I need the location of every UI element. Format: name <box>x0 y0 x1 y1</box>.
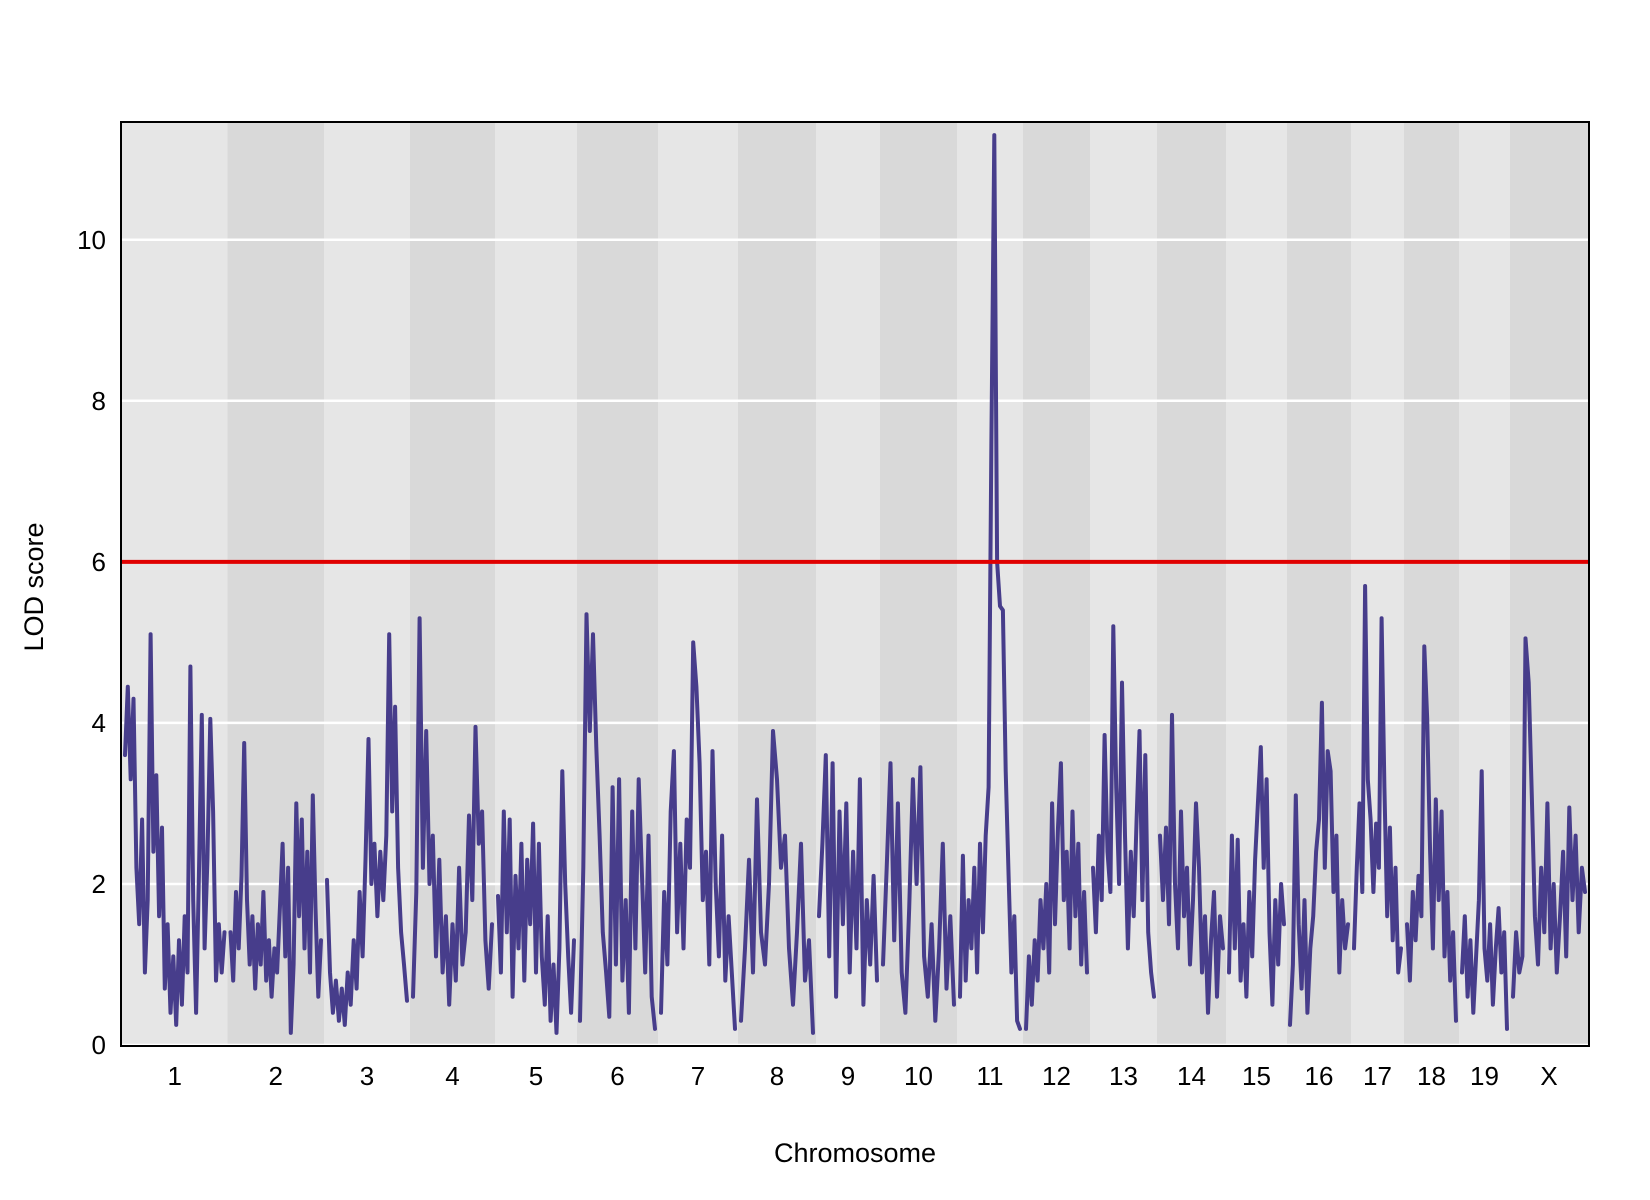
y-tick-label-4: 4 <box>91 707 106 738</box>
x-tick-label-chr-12: 12 <box>1042 1061 1071 1091</box>
lod-trace-chr-6 <box>578 612 657 1031</box>
x-tick-label-chr-10: 10 <box>904 1061 933 1091</box>
lod-trace-chr-5 <box>496 769 576 1035</box>
x-tick-label-chr-14: 14 <box>1177 1061 1206 1091</box>
y-tick-label-10: 10 <box>77 224 106 255</box>
lod-trace-chr-16 <box>1288 700 1350 1027</box>
lod-trace-chr-1 <box>123 632 227 1027</box>
x-tick-label-chr-17: 17 <box>1363 1061 1392 1091</box>
lod-trace-chr-15 <box>1227 745 1286 1007</box>
x-tick-label-chr-7: 7 <box>690 1061 706 1091</box>
x-tick-label-chr-5: 5 <box>528 1061 544 1091</box>
y-tick-label-6: 6 <box>91 546 106 577</box>
lod-trace-chr-7 <box>659 640 737 1031</box>
lod-trace-chr-10 <box>881 761 956 1023</box>
x-tick-label-chr-X: X <box>1540 1061 1558 1091</box>
x-tick-label-chr-2: 2 <box>268 1061 283 1091</box>
x-tick-label-chr-4: 4 <box>445 1061 460 1091</box>
y-tick-label-8: 8 <box>91 385 106 416</box>
lod-trace-chr-9 <box>817 753 879 1007</box>
lod-trace-chr-X <box>1511 636 1587 999</box>
lod-trace-chr-4 <box>411 616 494 1007</box>
x-tick-label-chr-9: 9 <box>840 1061 856 1091</box>
lod-trace-chr-11 <box>958 133 1022 1031</box>
chromosome-band-4 <box>410 123 496 1045</box>
lod-trace-chr-8 <box>739 729 815 1035</box>
lod-trace-chr-14 <box>1158 712 1225 1015</box>
x-tick-label-chr-16: 16 <box>1304 1061 1334 1091</box>
x-tick-label-chr-15: 15 <box>1242 1061 1271 1091</box>
x-tick-label-chr-3: 3 <box>359 1061 375 1091</box>
x-tick-label-chr-6: 6 <box>610 1061 625 1091</box>
x-axis-title: Chromosome <box>773 1138 937 1168</box>
lod-trace-chr-17 <box>1352 584 1403 975</box>
lod-trace-chr-12 <box>1024 761 1089 1031</box>
chromosome-band-3 <box>324 123 411 1045</box>
x-tick-label-chr-18: 18 <box>1417 1061 1446 1091</box>
plot-area <box>120 121 1590 1047</box>
x-tick-label-chr-13: 13 <box>1109 1061 1138 1091</box>
lod-trace-chr-3 <box>325 632 409 1027</box>
y-tick-label-0: 0 <box>91 1030 106 1060</box>
x-tick-label-chr-19: 19 <box>1470 1061 1499 1091</box>
lod-trace-chr-19 <box>1460 769 1509 1031</box>
lod-trace-chr-18 <box>1405 644 1458 1023</box>
x-tick-label-chr-11: 11 <box>976 1061 1004 1091</box>
y-tick-label-2: 2 <box>91 868 106 899</box>
x-tick-label-chr-8: 8 <box>769 1061 785 1091</box>
x-tick-label-chr-1: 1 <box>167 1061 182 1091</box>
lod-trace-chr-2 <box>228 741 323 1035</box>
lod-trace-chr-13 <box>1091 624 1156 999</box>
lod-curve-svg <box>122 123 1588 1045</box>
